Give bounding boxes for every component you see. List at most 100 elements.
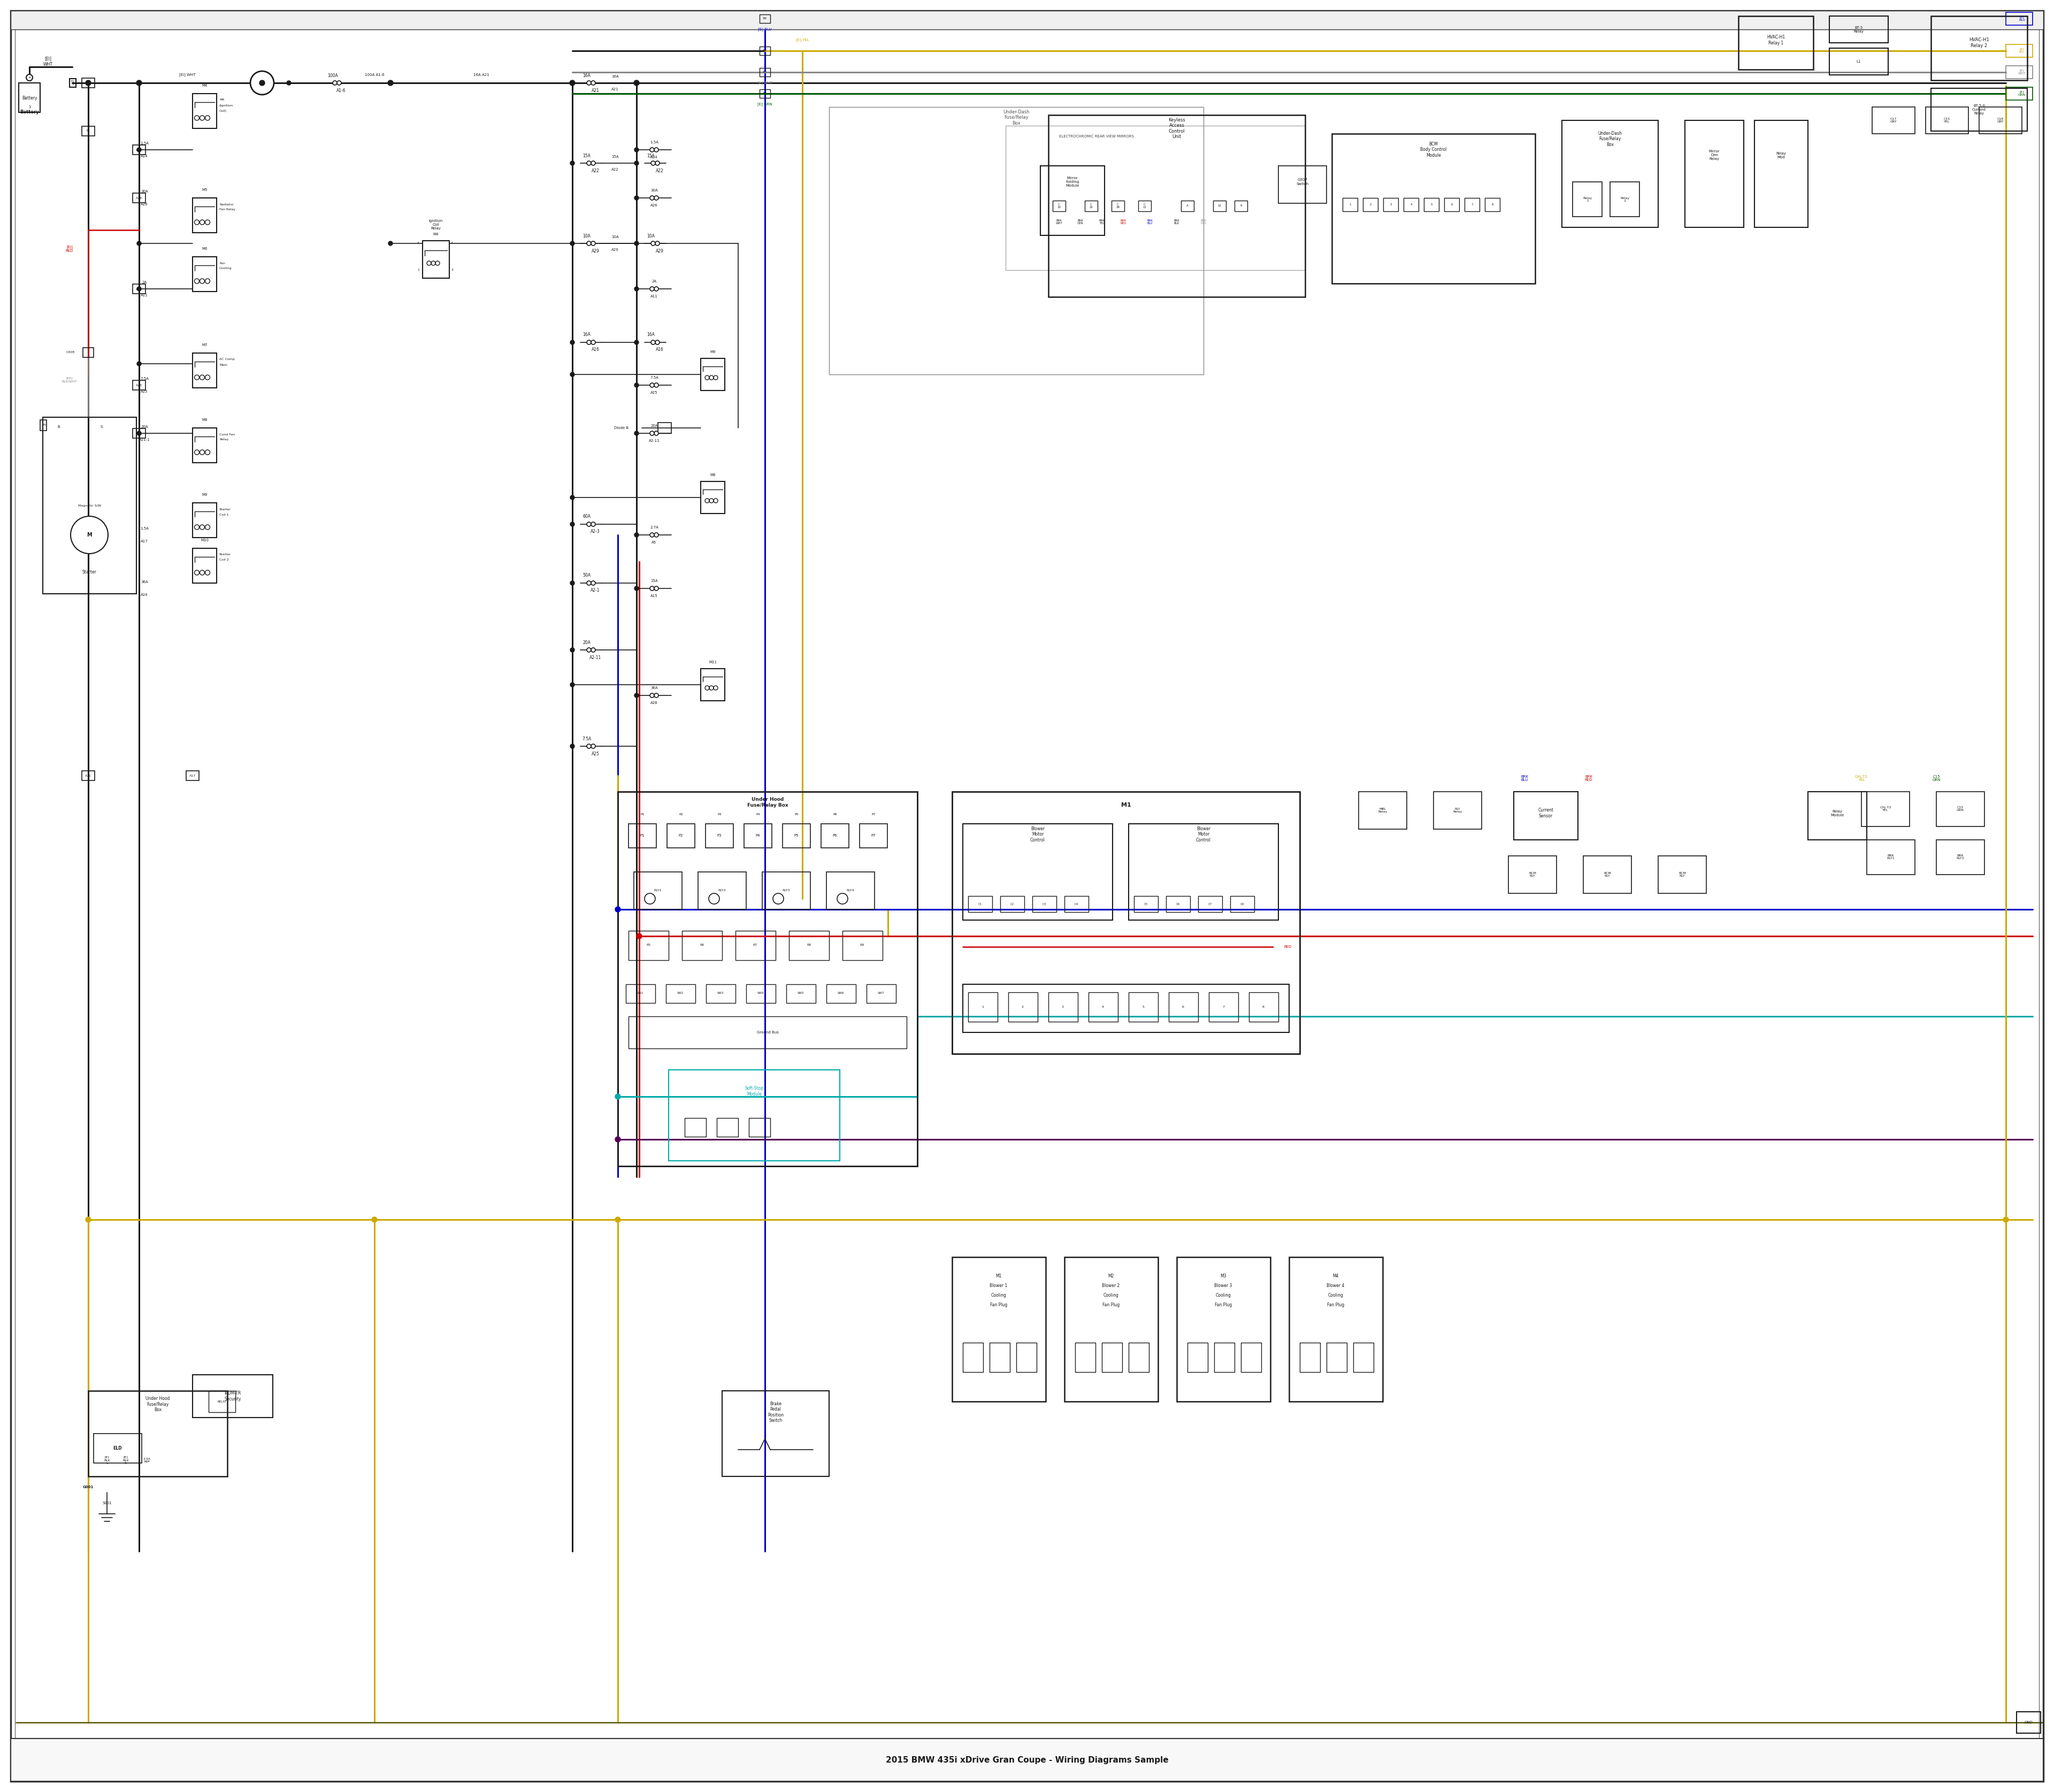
Text: 2: 2 bbox=[452, 269, 454, 271]
Bar bbox=[1937, 840, 1984, 874]
Text: M7: M7 bbox=[201, 344, 207, 346]
Bar bbox=[670, 1070, 840, 1161]
Text: C3: C3 bbox=[1041, 903, 1045, 905]
Text: 36A: 36A bbox=[142, 581, 148, 584]
Bar bbox=[1009, 993, 1037, 1021]
Text: A25: A25 bbox=[136, 383, 142, 387]
Text: 1.5A: 1.5A bbox=[649, 142, 659, 143]
Text: M4: M4 bbox=[201, 84, 207, 88]
Text: T1
1: T1 1 bbox=[70, 81, 74, 86]
Text: 2: 2 bbox=[1021, 1005, 1023, 1009]
Text: M5: M5 bbox=[201, 188, 207, 192]
Circle shape bbox=[372, 1217, 378, 1222]
Text: Battery: Battery bbox=[21, 109, 39, 115]
Text: Ground Bus: Ground Bus bbox=[756, 1030, 778, 1034]
Bar bbox=[1052, 201, 1066, 211]
Text: T2: T2 bbox=[86, 129, 90, 133]
Circle shape bbox=[635, 147, 639, 152]
Circle shape bbox=[649, 694, 653, 697]
Text: C5: C5 bbox=[1144, 903, 1148, 905]
Text: M9: M9 bbox=[201, 493, 207, 496]
Text: P5: P5 bbox=[795, 833, 799, 837]
Bar bbox=[1089, 993, 1117, 1021]
Text: RELAY: RELAY bbox=[218, 1400, 226, 1403]
Circle shape bbox=[86, 1217, 90, 1222]
Text: 16A: 16A bbox=[583, 73, 592, 77]
Circle shape bbox=[592, 161, 596, 165]
Text: Relay
Module: Relay Module bbox=[1830, 810, 1844, 817]
Bar bbox=[1167, 896, 1189, 912]
Circle shape bbox=[653, 532, 659, 538]
Circle shape bbox=[592, 242, 596, 246]
Text: R9: R9 bbox=[861, 944, 865, 946]
Bar bbox=[1300, 1342, 1321, 1373]
Bar bbox=[750, 1118, 770, 1136]
Text: P2: P2 bbox=[678, 833, 684, 837]
Bar bbox=[1327, 1342, 1347, 1373]
Bar bbox=[1241, 1342, 1261, 1373]
Circle shape bbox=[587, 81, 592, 84]
Text: 7.5A: 7.5A bbox=[581, 737, 592, 742]
Circle shape bbox=[635, 195, 639, 201]
Circle shape bbox=[571, 340, 575, 344]
Text: A11: A11 bbox=[142, 294, 148, 297]
Bar bbox=[1754, 120, 1808, 228]
Text: P7: P7 bbox=[871, 833, 875, 837]
Bar bbox=[193, 428, 216, 462]
Bar bbox=[760, 47, 770, 56]
Text: Keyless
Access
Control
Unit: Keyless Access Control Unit bbox=[1169, 118, 1185, 140]
Circle shape bbox=[571, 242, 575, 246]
Text: C8: C8 bbox=[1241, 903, 1245, 905]
Text: C408: C408 bbox=[66, 351, 74, 353]
Bar bbox=[700, 668, 725, 701]
Text: C15
GRN: C15 GRN bbox=[1933, 774, 1941, 781]
Bar bbox=[1101, 1342, 1121, 1373]
Text: A26: A26 bbox=[142, 202, 148, 206]
Text: 15A: 15A bbox=[583, 154, 592, 158]
Text: 3: 3 bbox=[417, 242, 419, 246]
Bar bbox=[629, 930, 670, 961]
Circle shape bbox=[571, 581, 575, 586]
Text: 2015 BMW 435i xDrive Gran Coupe - Wiring Diagrams Sample: 2015 BMW 435i xDrive Gran Coupe - Wiring… bbox=[885, 1756, 1169, 1763]
Bar bbox=[10, 1738, 2044, 1781]
Text: Relay
1: Relay 1 bbox=[1584, 197, 1592, 202]
Circle shape bbox=[569, 81, 575, 86]
Bar bbox=[963, 1342, 984, 1373]
Text: Blower 3: Blower 3 bbox=[1214, 1283, 1232, 1288]
Bar bbox=[967, 993, 998, 1021]
Text: [E] BLU: [E] BLU bbox=[758, 27, 772, 30]
Text: R6: R6 bbox=[700, 944, 705, 946]
Circle shape bbox=[614, 1217, 620, 1222]
Text: A2-1: A2-1 bbox=[592, 588, 600, 593]
Text: 4: 4 bbox=[452, 242, 454, 246]
Bar bbox=[1290, 1256, 1382, 1401]
Bar bbox=[1508, 857, 1557, 894]
Text: SW5: SW5 bbox=[797, 993, 803, 995]
Text: C18
GRY: C18 GRY bbox=[1996, 118, 2005, 124]
Text: HVAC-H1
Relay 1: HVAC-H1 Relay 1 bbox=[1766, 34, 1785, 45]
Bar bbox=[1871, 108, 1914, 134]
Bar bbox=[134, 428, 146, 437]
Text: P6: P6 bbox=[832, 833, 838, 837]
Text: 2.5A
A6P: 2.5A A6P bbox=[144, 1457, 150, 1464]
Text: P5: P5 bbox=[795, 814, 799, 815]
Text: +: + bbox=[29, 75, 31, 79]
Circle shape bbox=[651, 242, 655, 246]
Circle shape bbox=[592, 647, 596, 652]
Circle shape bbox=[592, 521, 596, 527]
Bar bbox=[717, 1118, 737, 1136]
Text: A21: A21 bbox=[612, 88, 618, 91]
Bar bbox=[700, 358, 725, 391]
Circle shape bbox=[655, 242, 659, 246]
Text: 20A: 20A bbox=[142, 425, 148, 428]
Text: 16A: 16A bbox=[647, 333, 655, 337]
Text: A26: A26 bbox=[136, 197, 142, 199]
Text: 16A: 16A bbox=[612, 75, 618, 79]
Circle shape bbox=[2005, 1217, 2009, 1222]
Text: [EI] WHT: [EI] WHT bbox=[179, 73, 195, 77]
Text: [E]
BLK
S: [E] BLK S bbox=[123, 1455, 129, 1464]
Text: C17
GRY: C17 GRY bbox=[1890, 118, 1898, 124]
Text: C7: C7 bbox=[1208, 903, 1212, 905]
Text: RLY2: RLY2 bbox=[719, 889, 725, 892]
Text: A5: A5 bbox=[651, 541, 657, 545]
